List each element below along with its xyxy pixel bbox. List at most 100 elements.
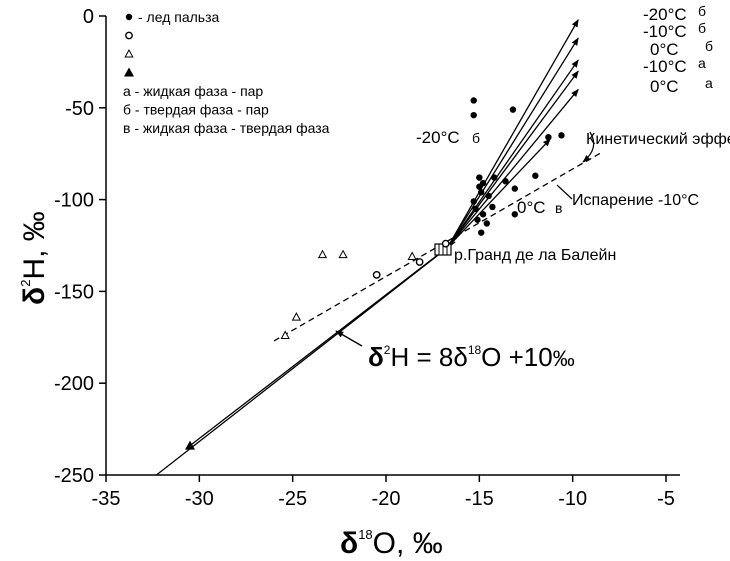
vector-label: 0°С bbox=[650, 40, 679, 59]
vector-label: 0°С bbox=[517, 198, 546, 217]
vector-6 bbox=[447, 138, 551, 248]
x-tick-label: -25 bbox=[278, 488, 307, 510]
x-label-sup: 18 bbox=[358, 527, 372, 542]
kinetic-effect-arc bbox=[582, 131, 595, 163]
legend: - лед пальза а - жидкая фаза - пар б - тве… bbox=[123, 9, 330, 136]
x-label-rest: O, bbox=[373, 527, 413, 560]
legend-marker bbox=[124, 48, 134, 58]
data-point bbox=[291, 312, 302, 321]
x-tick-label: -30 bbox=[185, 488, 214, 510]
vector-phase: б bbox=[698, 20, 706, 36]
data-point bbox=[479, 211, 487, 218]
data-point bbox=[474, 216, 481, 223]
x-ticks: -35 -30 -25 -20 -15 -10 -5 bbox=[92, 475, 675, 510]
x-axis-label: δ18O, ‰ bbox=[340, 527, 443, 560]
data-point bbox=[317, 249, 328, 259]
vector-phase: а bbox=[705, 75, 713, 91]
data-point bbox=[476, 183, 483, 190]
vector-4 bbox=[447, 88, 579, 248]
y-ticks: 0 -50 -100 -150 -200 -250 bbox=[54, 6, 106, 487]
eq-unit: ‰ bbox=[553, 346, 575, 371]
eq-lhs-delta: δ bbox=[368, 342, 384, 372]
data-point bbox=[502, 178, 509, 185]
vector-5 bbox=[189, 246, 449, 447]
data-point bbox=[478, 189, 485, 196]
legend-marker bbox=[125, 31, 133, 40]
data-point bbox=[532, 172, 539, 179]
legend-label: а - жидкая фаза - пар bbox=[123, 83, 263, 99]
vector-2 bbox=[447, 59, 579, 248]
eq-lhs-sup: 2 bbox=[384, 343, 391, 357]
data-point bbox=[407, 251, 417, 261]
data-point bbox=[491, 174, 498, 181]
vector-0 bbox=[447, 18, 579, 248]
legend-label: в - жидкая фаза - твердая фаза bbox=[123, 120, 330, 136]
data-point bbox=[470, 198, 477, 205]
evaporation-pointer bbox=[556, 184, 573, 200]
data-point bbox=[372, 270, 381, 279]
y-label-delta: δ bbox=[18, 287, 51, 305]
x-tick-label: -5 bbox=[657, 488, 675, 510]
y-label-unit: ‰ bbox=[18, 211, 51, 241]
x-tick-label: -35 bbox=[92, 488, 121, 510]
x-label-unit: ‰ bbox=[413, 527, 443, 560]
legend-marker bbox=[125, 13, 133, 21]
vector-phase: а bbox=[698, 55, 706, 71]
vector-label: -10°С bbox=[643, 22, 687, 41]
data-point bbox=[483, 220, 490, 227]
x-tick-label: -15 bbox=[465, 488, 494, 510]
vector-label: -10°С bbox=[643, 57, 687, 76]
data-point bbox=[415, 258, 424, 266]
data-point bbox=[472, 205, 479, 212]
x-tick-label: -20 bbox=[372, 488, 401, 510]
data-point bbox=[485, 192, 492, 200]
data-points bbox=[185, 97, 565, 450]
gmwl-equation: δ2H = 8δ18O +10‰ bbox=[368, 342, 575, 372]
y-axis-label: δ2H, ‰ bbox=[18, 211, 51, 305]
y-label-sup: 2 bbox=[18, 280, 33, 287]
data-point bbox=[489, 203, 496, 211]
evaporation-label: Испарение -10°С bbox=[572, 192, 699, 209]
kinetic-effect-label: Кинетический эффект bbox=[586, 131, 730, 148]
data-point bbox=[509, 106, 517, 113]
fractionation-vectors bbox=[189, 18, 579, 447]
y-tick-label: 0 bbox=[83, 6, 94, 28]
eq-rhs-rest: O +10 bbox=[481, 342, 553, 372]
y-tick-label: -150 bbox=[54, 281, 94, 303]
eq-rhs-sup: 18 bbox=[468, 343, 482, 357]
x-tick-label: -10 bbox=[558, 488, 587, 510]
vector-phase: б bbox=[472, 130, 480, 146]
data-point bbox=[280, 330, 290, 339]
y-tick-label: -100 bbox=[54, 190, 94, 212]
vector-phase: б bbox=[698, 3, 706, 19]
data-point bbox=[470, 97, 477, 104]
legend-label: - лед пальза bbox=[138, 9, 220, 25]
vector-3 bbox=[447, 70, 579, 248]
equation-pointer bbox=[335, 330, 363, 347]
data-point bbox=[558, 132, 565, 139]
data-point bbox=[476, 174, 483, 181]
vector-labels: -20°С б -10°С б 0°С б -10°С а 0°С а -20°С б 0°С в bbox=[416, 3, 713, 217]
eq-lhs-rest: H = 8δ bbox=[390, 342, 467, 372]
y-tick-label: -50 bbox=[65, 98, 94, 120]
river-label: р.Гранд де ла Балейн bbox=[454, 247, 616, 264]
vector-label: 0°С bbox=[650, 77, 679, 96]
axes bbox=[105, 16, 680, 476]
vector-label: -20°С bbox=[643, 5, 687, 24]
y-label-rest: H, bbox=[18, 241, 51, 279]
x-label-delta: δ bbox=[340, 527, 358, 560]
data-point bbox=[511, 211, 518, 218]
vector-1 bbox=[447, 37, 579, 248]
legend-label: б - твердая фаза - пар bbox=[123, 102, 269, 118]
data-point bbox=[511, 185, 518, 192]
y-tick-label: -250 bbox=[54, 465, 94, 487]
data-point bbox=[338, 249, 348, 259]
y-tick-label: -200 bbox=[54, 373, 94, 395]
vector-phase: в bbox=[555, 200, 562, 216]
evaporation-line bbox=[273, 151, 603, 342]
vector-label: -20°С bbox=[416, 128, 460, 147]
data-point bbox=[441, 239, 450, 248]
legend-marker bbox=[124, 67, 134, 77]
data-point bbox=[545, 133, 552, 141]
